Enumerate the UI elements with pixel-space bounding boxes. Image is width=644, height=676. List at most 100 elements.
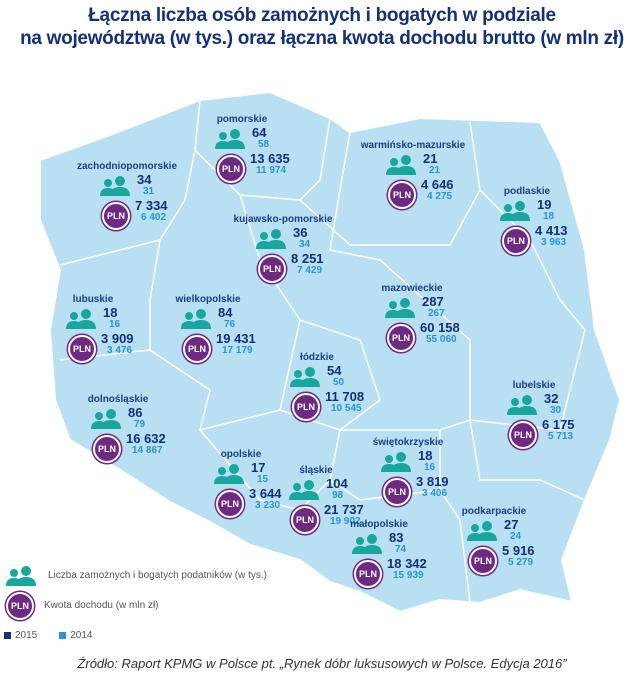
income-row: PLN 7 334 6 402 bbox=[98, 198, 182, 230]
region-3: podlaskie 19 18 PLN 4 413 3 963 bbox=[472, 186, 582, 255]
region-10: dolnośląskie 86 79 PLN 16 632 14 867 bbox=[63, 394, 173, 463]
people-2014: 76 bbox=[224, 319, 236, 330]
income-row: PLN 3 819 3 406 bbox=[379, 474, 463, 506]
income-2015: 7 334 bbox=[135, 198, 168, 213]
people-2014: 30 bbox=[550, 405, 562, 416]
income-2014: 19 902 bbox=[330, 516, 361, 527]
income-2015: 5 916 bbox=[502, 543, 535, 558]
people-2015: 18 bbox=[103, 305, 118, 320]
people-row: 17 15 bbox=[212, 460, 296, 486]
people-icon bbox=[215, 129, 245, 149]
income-row: PLN 18 342 15 939 bbox=[350, 556, 434, 588]
legend-people: Liczba zamożnych i bogatych podatników (… bbox=[4, 564, 267, 586]
legend-income-label: Kwota dochodu (w mln zł) bbox=[44, 599, 159, 611]
income-2015: 18 342 bbox=[387, 556, 427, 571]
people-icon bbox=[6, 566, 36, 586]
people-icon bbox=[66, 309, 96, 329]
pln-icon: PLN bbox=[258, 255, 286, 283]
legend-2014: 2014 bbox=[70, 630, 93, 641]
people-row: 84 76 bbox=[179, 306, 263, 331]
people-row: 54 50 bbox=[288, 364, 372, 389]
income-row: PLN 13 635 11 974 bbox=[213, 152, 297, 183]
people-2014: 58 bbox=[258, 139, 270, 150]
income-2014: 5 713 bbox=[548, 431, 574, 442]
people-2014: 34 bbox=[299, 239, 311, 250]
people-2014: 98 bbox=[332, 490, 344, 501]
region-name: kujawsko-pomorskie bbox=[233, 214, 333, 225]
title-line-2: na województwa (w tys.) oraz łączna kwot… bbox=[20, 28, 624, 49]
income-2014: 3 963 bbox=[541, 237, 567, 248]
title-line-1: Łączna liczba osób zamożnych i bogatych … bbox=[88, 5, 556, 26]
people-2015: 36 bbox=[293, 225, 308, 240]
income-2014: 3 230 bbox=[255, 500, 281, 511]
income-row: PLN 6 175 5 713 bbox=[505, 418, 589, 449]
income-2014: 7 429 bbox=[297, 265, 323, 276]
region-7: wielkopolskie 84 76 PLN 19 431 17 179 bbox=[153, 294, 263, 363]
people-row: 32 30 bbox=[505, 392, 589, 417]
region-name: podkarpackie bbox=[461, 506, 527, 517]
people-2014: 24 bbox=[510, 531, 522, 542]
people-icon bbox=[507, 395, 537, 415]
pln-icon: PLN bbox=[509, 421, 537, 449]
region-name: małopolskie bbox=[350, 519, 408, 530]
region-12: opolskie 17 15 PLN 3 644 3 230 bbox=[186, 449, 296, 518]
people-2015: 83 bbox=[389, 530, 404, 545]
income-row: PLN 5 916 5 279 bbox=[465, 543, 549, 575]
region-11: świętokrzyskie 18 16 PLN 3 819 3 406 bbox=[353, 437, 463, 506]
people-2014: 21 bbox=[429, 165, 441, 176]
income-row: PLN 8 251 7 429 bbox=[254, 252, 338, 283]
region-name: śląskie bbox=[299, 465, 333, 476]
people-icon bbox=[181, 309, 211, 329]
people-icon bbox=[256, 229, 286, 249]
income-2015: 16 632 bbox=[126, 431, 166, 446]
income-2015: 3 819 bbox=[416, 474, 449, 489]
income-row: PLN 3 644 3 230 bbox=[212, 487, 296, 518]
income-2015: 21 737 bbox=[324, 502, 364, 517]
people-row: 27 24 bbox=[465, 518, 549, 543]
income-2014: 5 279 bbox=[508, 557, 534, 568]
pln-icon: PLN bbox=[383, 478, 411, 506]
people-icon bbox=[385, 298, 415, 318]
people-row: 36 34 bbox=[254, 225, 338, 251]
income-2015: 4 413 bbox=[535, 223, 568, 238]
region-name: mazowieckie bbox=[381, 283, 443, 294]
income-row: PLN 21 737 19 902 bbox=[287, 502, 371, 534]
year-legend: 2015 2014 bbox=[4, 630, 93, 641]
pln-icon: PLN bbox=[388, 181, 416, 209]
people-icon bbox=[500, 201, 530, 221]
region-5: mazowieckie 287 267 PLN 60 158 55 060 bbox=[357, 283, 467, 352]
people-row: 18 16 bbox=[379, 448, 463, 474]
region-0: pomorskie 64 58 PLN 13 635 11 974 bbox=[187, 114, 297, 183]
people-2014: 267 bbox=[428, 308, 445, 319]
people-2015: 17 bbox=[251, 460, 266, 475]
pln-icon: PLN bbox=[354, 560, 382, 588]
pln-icon: PLN bbox=[469, 547, 497, 575]
income-2014: 4 275 bbox=[427, 191, 453, 202]
people-2015: 21 bbox=[423, 151, 438, 166]
people-row: 83 74 bbox=[350, 530, 434, 556]
people-row: 104 98 bbox=[287, 477, 371, 502]
swatch-2015 bbox=[4, 632, 11, 639]
region-name: opolskie bbox=[220, 449, 262, 460]
people-icon bbox=[214, 464, 244, 484]
people-2015: 18 bbox=[418, 448, 433, 463]
people-2015: 287 bbox=[422, 294, 444, 309]
income-row: PLN 60 158 55 060 bbox=[383, 321, 467, 352]
income-row: PLN 11 708 10 545 bbox=[288, 390, 372, 421]
income-2014: 3 406 bbox=[422, 488, 448, 499]
people-row: 86 79 bbox=[89, 406, 173, 431]
people-row: 34 31 bbox=[98, 173, 182, 198]
legend-income: PLN Kwota dochodu (w mln zł) bbox=[4, 590, 159, 620]
region-9: lubelskie 32 30 PLN 6 175 5 713 bbox=[479, 380, 589, 449]
region-14: małopolskie 83 74 PLN 18 342 15 939 bbox=[324, 519, 434, 588]
people-2014: 16 bbox=[424, 462, 436, 473]
people-2014: 74 bbox=[395, 544, 407, 555]
people-2014: 79 bbox=[134, 419, 146, 430]
pln-icon: PLN bbox=[68, 335, 96, 363]
income-2014: 11 974 bbox=[256, 165, 287, 176]
people-row: 19 18 bbox=[498, 198, 582, 223]
pln-icon: PLN bbox=[387, 324, 415, 352]
pln-icon: PLN bbox=[292, 393, 320, 421]
people-row: 18 16 bbox=[64, 305, 148, 331]
